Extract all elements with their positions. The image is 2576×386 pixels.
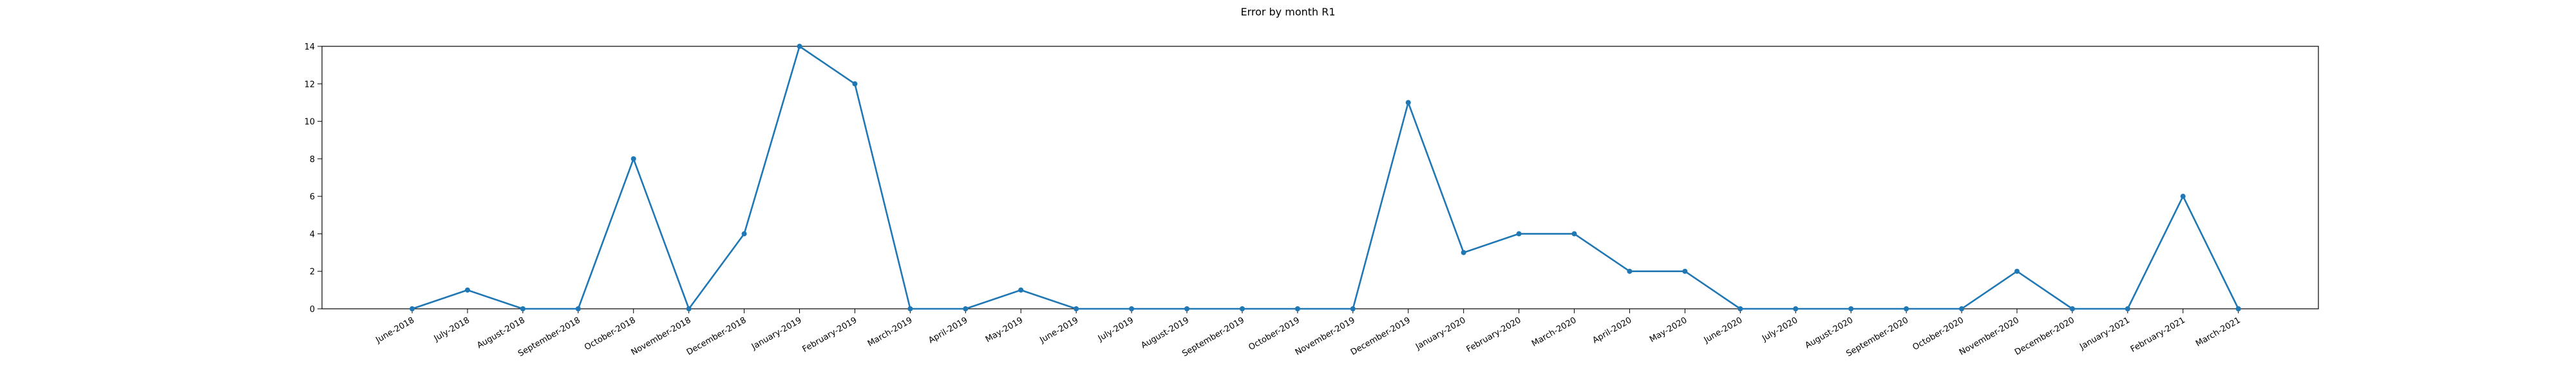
x-tick-label: January-2019 — [750, 315, 804, 352]
data-point — [1627, 268, 1633, 274]
data-point — [1405, 100, 1411, 106]
x-tick-label: June-2019 — [1038, 315, 1081, 345]
y-tick-label: 2 — [310, 268, 315, 277]
x-tick-label: December-2020 — [2013, 315, 2076, 357]
x-tick-label: November-2018 — [630, 315, 693, 357]
data-point — [1294, 306, 1300, 311]
data-point — [907, 306, 913, 311]
data-point — [2069, 306, 2075, 311]
data-point — [1074, 306, 1079, 311]
data-point — [1350, 306, 1356, 311]
x-tick-label: July-2019 — [1096, 315, 1135, 344]
x-tick-label: November-2019 — [1294, 315, 1357, 357]
x-tick-label: October-2018 — [583, 315, 638, 352]
plot-area: 0 2 4 6 8 10 12 14 June-2018 July-2018 August-2018… — [304, 42, 2319, 359]
data-point — [852, 81, 858, 87]
x-tick-label: October-2020 — [1911, 315, 1965, 352]
data-point — [520, 306, 526, 311]
data-point — [1904, 306, 1909, 311]
y-tick-label: 4 — [310, 230, 315, 239]
x-tick-label: May-2019 — [984, 315, 1025, 344]
data-point — [1129, 306, 1135, 311]
x-tick-label: July-2018 — [432, 315, 471, 344]
data-point — [630, 156, 636, 161]
x-tick-label: April-2020 — [1591, 315, 1634, 345]
x-tick-label: March-2021 — [2194, 315, 2242, 349]
x-tick-label: November-2020 — [1958, 315, 2021, 357]
data-point — [1516, 231, 1522, 237]
data-point — [741, 231, 747, 237]
data-point — [2180, 194, 2186, 199]
data-point — [1682, 268, 1688, 274]
data-point — [1018, 287, 1024, 293]
data-point — [2125, 306, 2130, 311]
x-tick-label: December-2018 — [685, 315, 748, 357]
axes-frame — [321, 46, 2319, 309]
x-tick-label: August-2019 — [1139, 315, 1191, 351]
x-tick-label: February-2021 — [2129, 315, 2187, 354]
x-tick-label: September-2018 — [516, 315, 582, 358]
y-tick-label: 12 — [304, 80, 315, 89]
x-tick-label: July-2020 — [1760, 315, 1799, 344]
x-tick-label: May-2020 — [1648, 315, 1689, 344]
x-tick-label: January-2020 — [1414, 315, 1468, 352]
data-point — [1461, 250, 1466, 255]
data-point — [1184, 306, 1190, 311]
x-tick-label: October-2019 — [1247, 315, 1302, 352]
data-point — [2014, 268, 2020, 274]
data-point — [575, 306, 581, 311]
x-tick-label: April-2019 — [927, 315, 969, 345]
x-tick-label: August-2018 — [475, 315, 527, 351]
data-point — [410, 306, 415, 311]
y-tick-label: 14 — [304, 42, 315, 52]
data-point — [2235, 306, 2241, 311]
x-tick-label: June-2020 — [1702, 315, 1745, 345]
x-tick-label: September-2019 — [1180, 315, 1246, 358]
data-point — [963, 306, 969, 311]
data-point — [1793, 306, 1799, 311]
y-tick-label: 10 — [304, 118, 315, 127]
data-point — [686, 306, 692, 311]
x-tick-label: February-2020 — [1465, 315, 1523, 354]
y-tick-label: 8 — [310, 155, 315, 165]
data-point — [464, 287, 470, 293]
x-tick-label: March-2019 — [866, 315, 914, 349]
data-point — [1959, 306, 1965, 311]
y-tick-label: 0 — [310, 305, 315, 315]
x-tick-label: June-2018 — [374, 315, 416, 345]
data-point — [1848, 306, 1854, 311]
x-tick-label: January-2021 — [2078, 315, 2132, 352]
y-tick-label: 6 — [310, 192, 315, 202]
x-tick-label: August-2020 — [1804, 315, 1855, 351]
data-point — [797, 44, 802, 49]
chart-title: Error by month R1 — [1240, 6, 1335, 18]
x-tick-label: February-2019 — [801, 315, 859, 354]
data-point — [1239, 306, 1245, 311]
data-point — [1738, 306, 1743, 311]
series-line — [412, 45, 2239, 310]
data-point — [1571, 231, 1577, 237]
x-tick-label: September-2020 — [1844, 315, 1910, 358]
x-tick-label: March-2020 — [1530, 315, 1578, 349]
x-tick-label: December-2019 — [1349, 315, 1412, 357]
